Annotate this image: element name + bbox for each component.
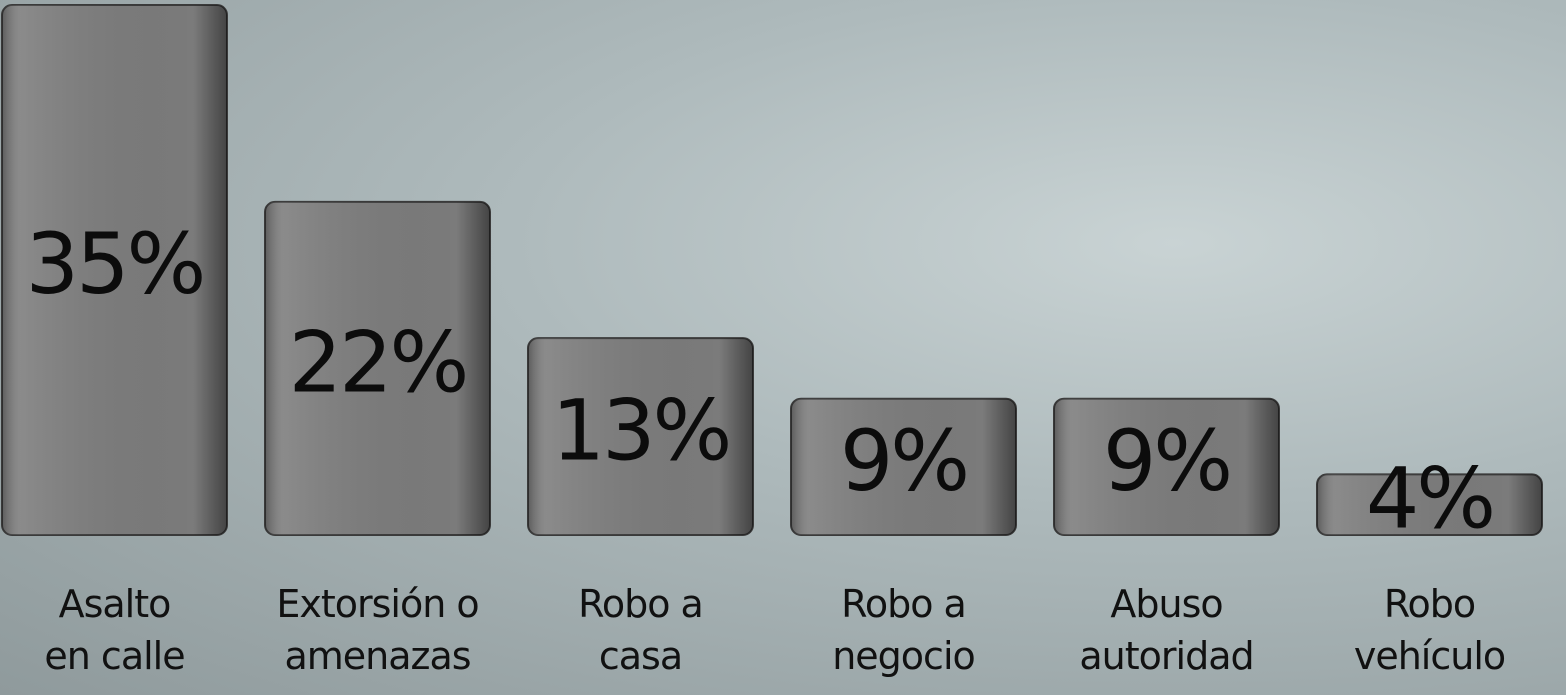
x-tick-label: Asalto en calle	[0, 578, 245, 682]
page: 35%22%13%9%9%4% (() => { const data = JS…	[0, 0, 1566, 695]
x-tick-label: Robo a negocio	[774, 578, 1034, 682]
x-tick-label: Extorsión o amenazas	[248, 578, 508, 682]
value-label: 9%	[1103, 412, 1230, 510]
value-label: 9%	[840, 412, 967, 510]
x-tick-label: Robo vehículo	[1300, 578, 1560, 682]
value-label: 13%	[552, 382, 730, 480]
x-tick-label: Robo a casa	[511, 578, 771, 682]
value-label: 22%	[289, 313, 467, 411]
value-label: 35%	[26, 215, 204, 313]
x-tick-label: Abuso autoridad	[1037, 578, 1297, 682]
value-label: 4%	[1366, 450, 1493, 548]
